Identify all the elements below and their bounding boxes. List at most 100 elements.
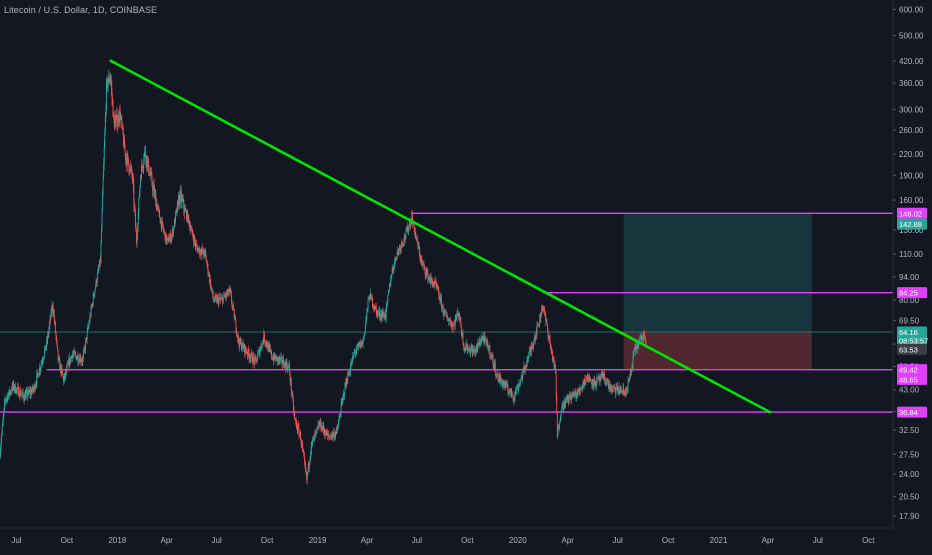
x-tick-label: Jul [813, 536, 823, 545]
y-tick-label: 600.00 [899, 5, 924, 14]
candle-body [70, 357, 71, 362]
y-tick-label: 20.50 [899, 493, 920, 502]
candle-body [159, 212, 160, 219]
price-label-text: 63.53 [899, 345, 918, 354]
x-tick-label: 2018 [108, 536, 126, 545]
candle-body [128, 158, 129, 165]
price-label-text: 84.25 [899, 289, 918, 298]
candle-body [103, 179, 104, 192]
candle-body [528, 358, 529, 362]
candle-body [257, 358, 258, 361]
x-tick-label: 2020 [509, 536, 527, 545]
x-tick-label: Oct [61, 536, 74, 545]
y-tick-label: 500.00 [899, 32, 924, 41]
y-tick-label: 32.50 [899, 426, 920, 435]
position-loss-zone [624, 332, 812, 370]
candle-body [559, 423, 560, 428]
price-label-text: 146.02 [899, 209, 922, 218]
candles-group [0, 70, 647, 485]
position-profit-zone [624, 213, 812, 332]
candle-body [556, 396, 557, 413]
candle-body [62, 368, 63, 372]
candle-body [500, 377, 501, 380]
candle-body [271, 351, 272, 357]
candle-body [605, 380, 606, 385]
candle-body [344, 393, 345, 397]
candle-body [277, 356, 278, 357]
y-tick-label: 260.00 [899, 126, 924, 135]
y-tick-label: 190.00 [899, 171, 924, 180]
x-tick-label: Apr [762, 536, 775, 545]
candle-body [57, 340, 58, 345]
y-tick-label: 43.00 [899, 386, 920, 395]
candle-body [339, 418, 340, 422]
candle-body [419, 250, 420, 257]
candle-body [148, 160, 149, 173]
candle-body [223, 298, 224, 304]
candle-body [117, 122, 118, 126]
y-tick-label: 300.00 [899, 105, 924, 114]
y-tick-label: 94.00 [899, 273, 920, 282]
candle-body [489, 346, 490, 356]
x-tick-label: Jul [613, 536, 623, 545]
candle-body [516, 387, 517, 393]
candle-body [537, 324, 538, 335]
y-tick-label: 69.50 [899, 316, 920, 325]
x-tick-label: Jul [212, 536, 222, 545]
candle-body [453, 324, 454, 326]
y-tick-label: 360.00 [899, 79, 924, 88]
candle-body [363, 341, 364, 344]
price-label-text: 36.84 [899, 408, 918, 417]
candle-body [127, 155, 128, 157]
candle-body [488, 348, 489, 351]
price-label-text: 142.88 [899, 220, 922, 229]
candle-body [291, 380, 292, 391]
chart-title: Litecoin / U.S. Dollar, 1D, COINBASE [4, 5, 157, 15]
candle-body [55, 323, 56, 333]
x-tick-label: Oct [662, 536, 675, 545]
candle-body [593, 379, 594, 386]
x-tick-label: Apr [161, 536, 174, 545]
price-label-text: 49.42 [899, 366, 918, 375]
candle-body [557, 429, 558, 437]
candle-body [57, 345, 58, 350]
candle-body [646, 342, 647, 343]
candle-body [85, 340, 86, 349]
y-tick-label: 220.00 [899, 150, 924, 159]
candle-body [628, 381, 629, 388]
candle-body [495, 364, 496, 374]
candle-body [337, 429, 338, 430]
candle-body [104, 147, 105, 163]
y-tick-label: 17.90 [899, 512, 920, 521]
candle-body [94, 290, 95, 295]
candle-body [100, 243, 101, 263]
y-tick-label: 110.00 [899, 250, 923, 259]
candle-body [484, 337, 485, 338]
candle-body [87, 331, 88, 340]
y-tick-label: 24.00 [899, 470, 920, 479]
candle-body [138, 198, 139, 213]
x-tick-label: Apr [561, 536, 574, 545]
candle-body [256, 358, 257, 359]
y-tick-label: 27.50 [899, 450, 920, 459]
candle-body [546, 321, 547, 325]
x-tick-label: 2021 [710, 536, 728, 545]
candle-body [153, 186, 154, 191]
candle-body [168, 241, 169, 242]
x-tick-label: Oct [461, 536, 474, 545]
y-tick-label: 420.00 [899, 57, 924, 66]
x-tick-label: Jul [412, 536, 422, 545]
candle-body [453, 326, 454, 329]
candle-body [387, 295, 388, 301]
x-tick-label: 2019 [309, 536, 327, 545]
candle-body [97, 272, 98, 280]
y-tick-label: 160.00 [899, 196, 924, 205]
candle-body [76, 358, 77, 360]
candle-body [262, 341, 263, 347]
candle-body [108, 83, 109, 88]
x-tick-label: Jul [11, 536, 21, 545]
candle-body [102, 211, 103, 229]
x-tick-label: Apr [361, 536, 374, 545]
